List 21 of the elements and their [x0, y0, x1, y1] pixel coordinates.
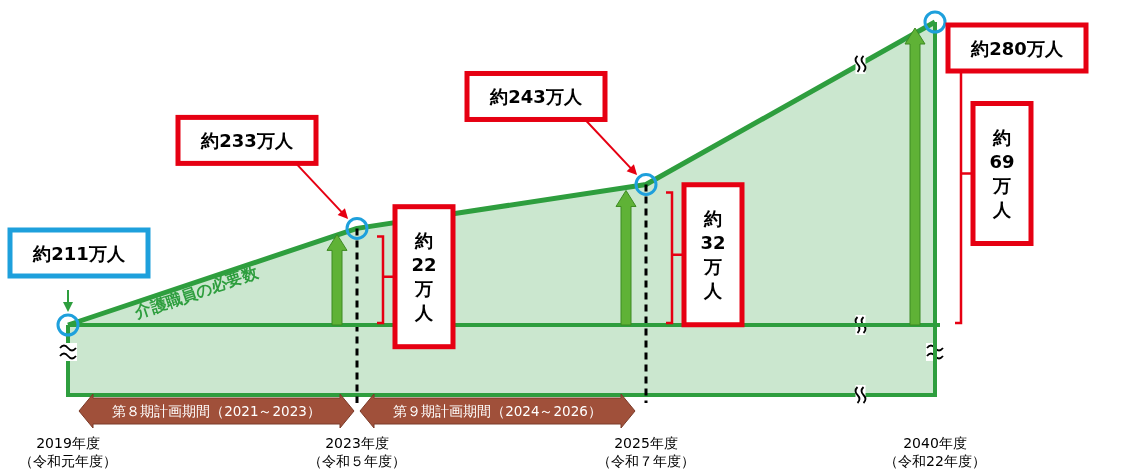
annotation: 約32万人 [681, 182, 745, 328]
annotation: 第９期計画期間（2024～2026） [393, 403, 602, 419]
value-label: 約233万人 [175, 114, 349, 219]
value-label: 約280万人 [945, 22, 1089, 74]
annotation: 約22万人 [392, 204, 456, 350]
annotation: 約69万人 [970, 101, 1034, 246]
period-arrow: 第８期計画期間（2021～2023） [78, 393, 355, 429]
annotation: 約22万人 [411, 229, 437, 323]
data-label: 約211万人 [32, 243, 126, 264]
annotation: 第８期計画期間（2021～2023） [112, 403, 321, 419]
x-label: 2025年度（令和７年度） [597, 435, 695, 469]
data-label: 約280万人 [970, 38, 1064, 59]
data-label: 約233万人 [200, 130, 294, 152]
series-name: 介護職員の必要数 [132, 263, 260, 322]
x-label: 2040年度（令和22年度） [884, 435, 986, 469]
x-label: 2023年度（令和５年度） [308, 435, 406, 469]
period-arrow: 第９期計画期間（2024～2026） [359, 393, 636, 429]
x-label: 2019年度（令和元年度） [19, 435, 117, 469]
data-label: 約243万人 [489, 86, 583, 108]
annotation: 約32万人 [700, 207, 726, 301]
value-label: 約243万人 [464, 71, 638, 175]
